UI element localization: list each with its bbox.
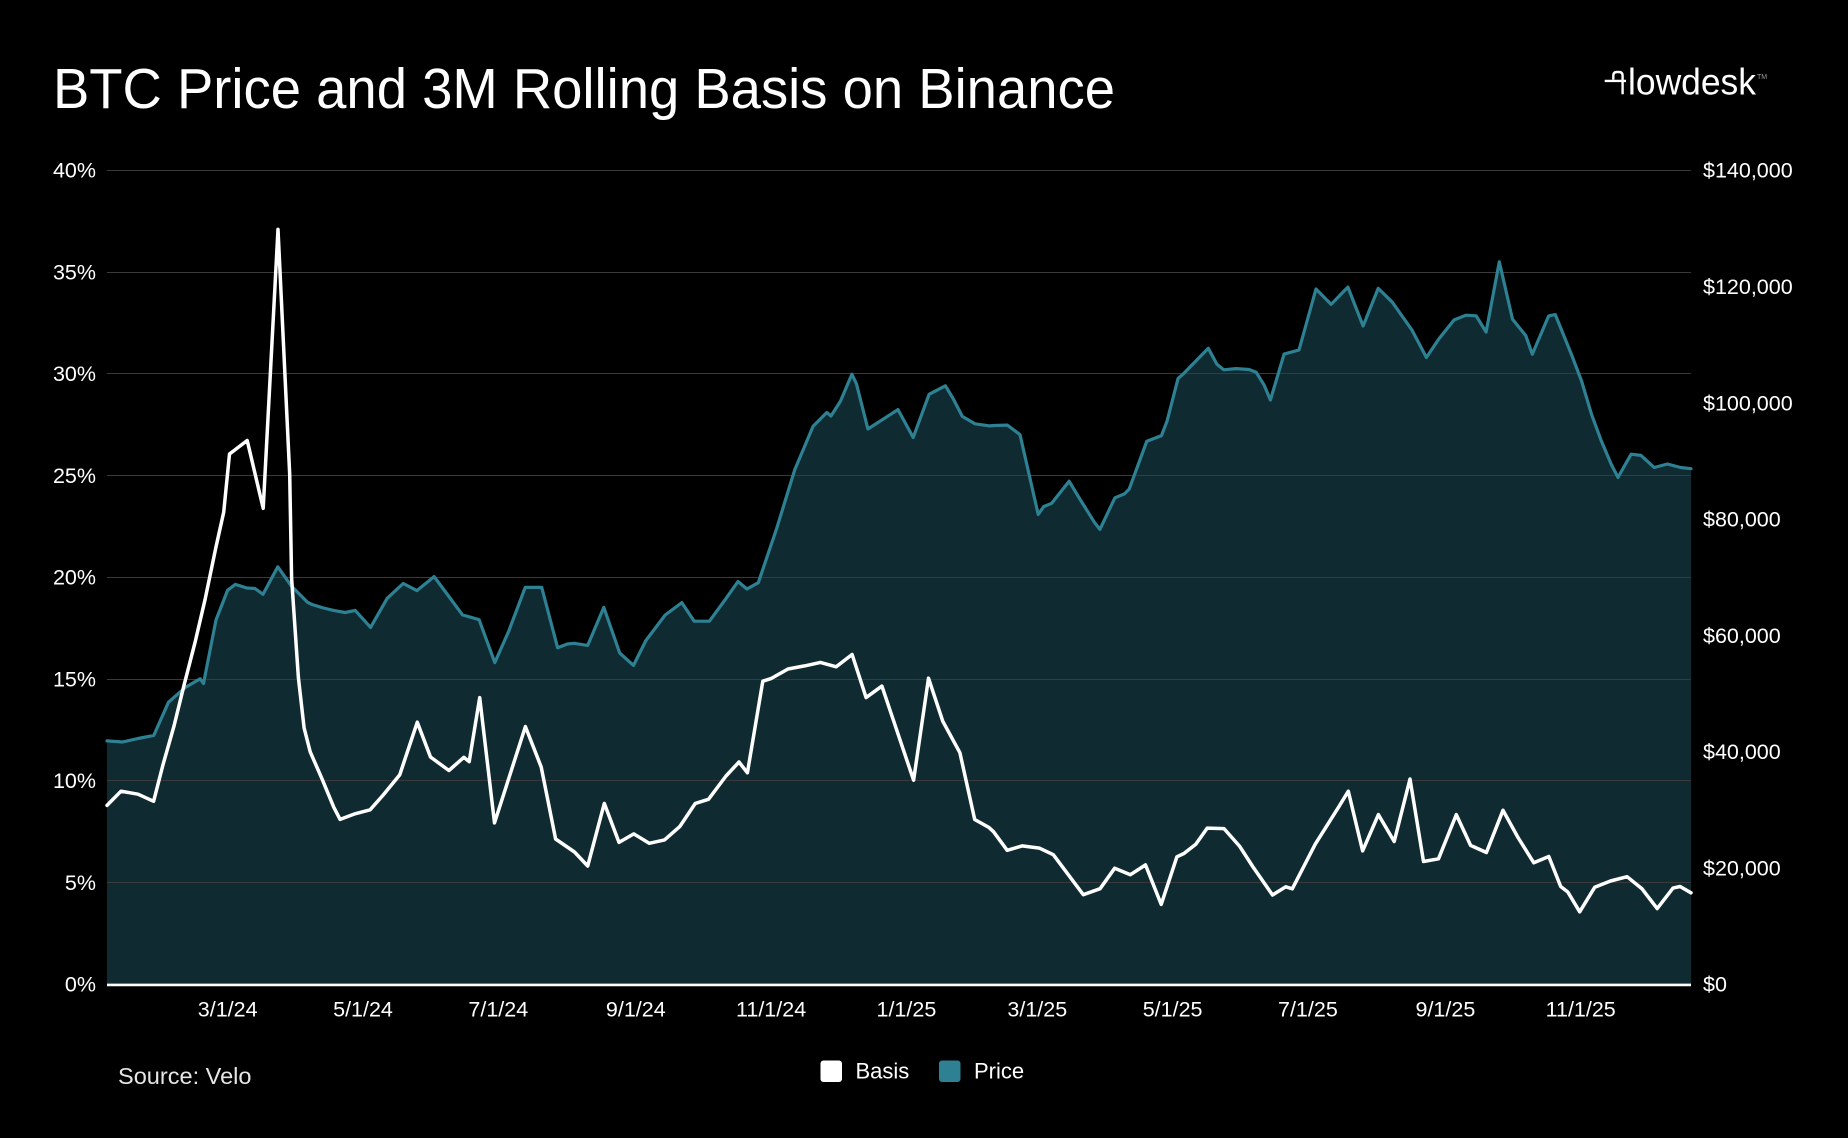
- svg-text:$60,000: $60,000: [1703, 624, 1781, 648]
- svg-text:$120,000: $120,000: [1703, 275, 1793, 299]
- svg-text:25%: 25%: [53, 464, 96, 488]
- svg-text:7/1/25: 7/1/25: [1278, 998, 1338, 1022]
- svg-text:7/1/24: 7/1/24: [468, 998, 528, 1022]
- svg-text:15%: 15%: [53, 667, 96, 691]
- svg-text:$40,000: $40,000: [1703, 740, 1781, 764]
- svg-text:1/1/25: 1/1/25: [877, 998, 937, 1022]
- svg-text:11/1/24: 11/1/24: [736, 998, 806, 1022]
- svg-text:9/1/25: 9/1/25: [1416, 998, 1476, 1022]
- svg-text:3/1/24: 3/1/24: [198, 998, 258, 1022]
- svg-text:9/1/24: 9/1/24: [606, 998, 666, 1022]
- svg-text:0%: 0%: [65, 973, 96, 997]
- svg-text:$0: $0: [1703, 973, 1727, 997]
- svg-text:10%: 10%: [53, 769, 96, 793]
- svg-text:$80,000: $80,000: [1703, 508, 1781, 532]
- svg-text:TM: TM: [1757, 74, 1767, 81]
- svg-text:BTC Price and 3M Rolling Basis: BTC Price and 3M Rolling Basis on Binanc…: [53, 57, 1115, 121]
- svg-text:30%: 30%: [53, 362, 96, 386]
- svg-text:$100,000: $100,000: [1703, 391, 1793, 415]
- svg-text:Basis: Basis: [856, 1059, 910, 1084]
- svg-text:20%: 20%: [53, 566, 96, 590]
- svg-text:$20,000: $20,000: [1703, 856, 1781, 880]
- svg-text:3/1/25: 3/1/25: [1007, 998, 1067, 1022]
- svg-text:11/1/25: 11/1/25: [1546, 998, 1616, 1022]
- svg-text:5/1/24: 5/1/24: [333, 998, 393, 1022]
- svg-text:Source: Velo: Source: Velo: [118, 1063, 252, 1089]
- svg-text:35%: 35%: [53, 260, 96, 284]
- svg-text:lowdesk: lowdesk: [1628, 61, 1756, 102]
- svg-text:40%: 40%: [53, 159, 96, 183]
- svg-text:Price: Price: [974, 1059, 1024, 1084]
- svg-text:5/1/25: 5/1/25: [1143, 998, 1203, 1022]
- svg-text:5%: 5%: [65, 871, 96, 895]
- svg-text:$140,000: $140,000: [1703, 159, 1793, 183]
